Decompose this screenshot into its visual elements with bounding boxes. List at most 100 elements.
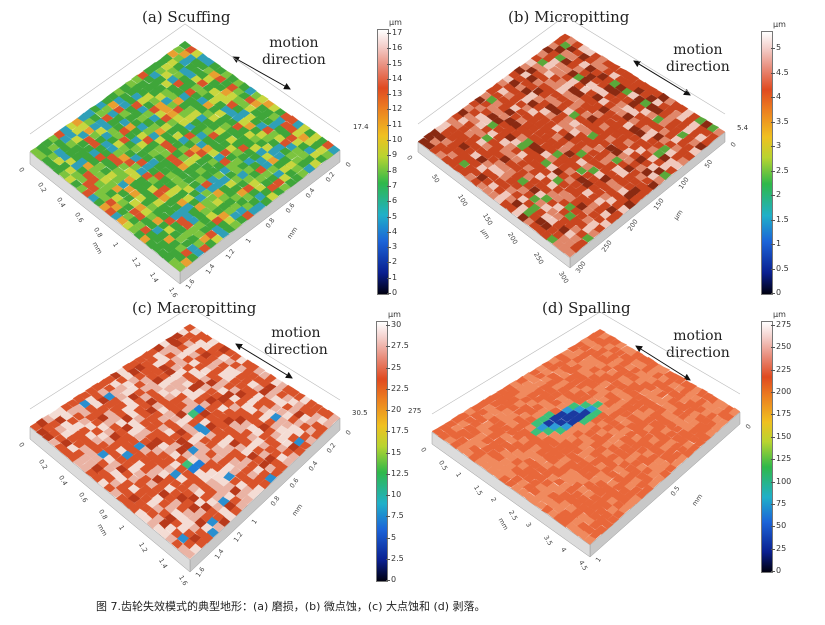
panel-a-colorbar-tick: 2 — [386, 257, 398, 267]
surface-cell — [569, 179, 583, 189]
panel-a-motion-arrow — [232, 56, 291, 90]
panel-a-colorbar-tick: 11 — [386, 119, 403, 129]
surface-cell — [685, 382, 698, 392]
panel-c-colorbar-tick: 0 — [385, 575, 397, 584]
surface-cell — [77, 130, 90, 140]
panel-a-colorbar-tick: 17 — [386, 28, 403, 37]
surface-cell — [498, 137, 512, 148]
surface-cell — [116, 198, 130, 208]
panel-b-colorbar-tick: 0.5 — [771, 263, 789, 273]
surface-cell — [593, 329, 606, 338]
surface-cell — [696, 388, 709, 398]
panel-d-colorbar-tick: 50 — [770, 521, 787, 531]
panel-a-colorbar-tick: 0 — [386, 288, 398, 297]
panel-a-colorbar-tick: 5 — [386, 211, 398, 221]
surface-cell — [229, 376, 242, 386]
surface-cell — [328, 413, 341, 423]
panel-b-colorbar-tick: 0 — [770, 288, 782, 297]
panel-a-colorbar-tick: 10 — [386, 135, 403, 145]
panel-d-side-wall — [431, 431, 591, 558]
panel-c-colorbar-tick: 2.5 — [386, 553, 404, 563]
surface-cell — [180, 257, 193, 268]
panel-b-surface — [417, 15, 726, 269]
surface-cell — [569, 215, 583, 226]
surface-cell — [135, 167, 148, 177]
panel-c-colorbar-tick: 15 — [385, 447, 402, 457]
surface-cell — [595, 524, 608, 535]
panel-a-colorbar-unit: µm — [389, 18, 402, 27]
surface-cell — [208, 61, 222, 72]
surface-cell — [674, 376, 687, 385]
panel-b-colorbar-tick: 1.5 — [771, 214, 789, 224]
surface-cell — [160, 105, 173, 114]
surface-cell — [687, 443, 700, 453]
panel-b-colorbar-tick: 3.5 — [771, 116, 789, 126]
panel-d-colorbar-tick: 100 — [770, 476, 792, 486]
panel-b-colorbar-tick: 1 — [770, 239, 782, 248]
surface-cell — [299, 440, 312, 450]
surface-cell — [595, 55, 609, 65]
surface-cell — [200, 531, 214, 544]
surface-cell — [606, 514, 620, 525]
motion-label-line1: motion — [271, 325, 321, 341]
panel-b-colorbar-tick: 2.5 — [771, 165, 789, 175]
surface-cell — [293, 446, 306, 457]
panel-b-colorbar-tick: 4.5 — [771, 67, 789, 77]
surface-cell — [264, 383, 277, 392]
panel-b-motion-arrow — [633, 60, 691, 96]
surface-cell — [620, 70, 634, 80]
panel-d-colorbar-tick: 25 — [770, 543, 787, 553]
surface-cell — [121, 380, 135, 389]
surface-cell — [293, 392, 306, 402]
surface-cell — [272, 187, 285, 197]
surface-cell — [581, 233, 595, 243]
surface-cell — [608, 63, 621, 73]
panel-b-colorbar — [761, 31, 773, 295]
panel-c-colorbar — [376, 321, 388, 582]
surface-cell — [658, 469, 672, 479]
surface-cell — [629, 485, 643, 495]
surface-cell — [614, 341, 628, 350]
surface-cell — [728, 407, 741, 417]
surface-cell — [626, 74, 640, 84]
panel-a-title: (a) Scuffing — [142, 8, 231, 26]
panel-b-colorbar-tick: 2 — [770, 190, 782, 199]
panel-b-title: (b) Micropitting — [508, 8, 630, 26]
surface-cell — [621, 111, 635, 122]
motion-label-line1: motion — [269, 35, 319, 51]
surface-cell — [631, 350, 644, 360]
surface-cell — [587, 228, 601, 238]
surface-cell — [604, 335, 617, 344]
panel-d-colorbar-tick: 250 — [770, 342, 792, 352]
surface-cell — [658, 367, 671, 375]
surface-cell — [54, 424, 68, 435]
panel-c-colorbar-unit: µm — [388, 310, 401, 319]
surface-cell — [605, 160, 618, 170]
panel-c-colorbar-tick: 12.5 — [386, 468, 409, 478]
panel-b-zmax-label: 5.4 — [737, 124, 749, 132]
surface-cell — [252, 366, 266, 376]
panel-d-colorbar-tick: 75 — [770, 498, 787, 508]
panel-a-colorbar-tick: 7 — [386, 180, 398, 190]
panel-a-colorbar-tick: 4 — [386, 226, 398, 236]
surface-cell — [527, 375, 541, 384]
surface-cell — [664, 463, 677, 473]
surface-cell — [701, 392, 714, 401]
panel-c-side-wall — [29, 426, 191, 573]
panel-c-zmax-label: 30.5 — [352, 409, 368, 417]
surface-cell — [712, 127, 726, 137]
panel-a-colorbar-tick: 1 — [386, 272, 398, 282]
surface-cell — [189, 162, 202, 172]
surface-cell — [214, 100, 227, 110]
surface-cell — [91, 382, 105, 392]
surface-cell — [255, 138, 269, 148]
surface-cell — [619, 426, 632, 436]
panel-c-colorbar-tick: 27.5 — [386, 341, 409, 351]
panel-a-surface — [29, 23, 341, 285]
surface-cell — [603, 100, 617, 110]
panel-c-colorbar-tick: 17.5 — [386, 426, 409, 436]
surface-cell — [205, 467, 218, 478]
surface-cell — [706, 124, 720, 133]
panel-c-colorbar-tick: 25 — [385, 362, 402, 372]
